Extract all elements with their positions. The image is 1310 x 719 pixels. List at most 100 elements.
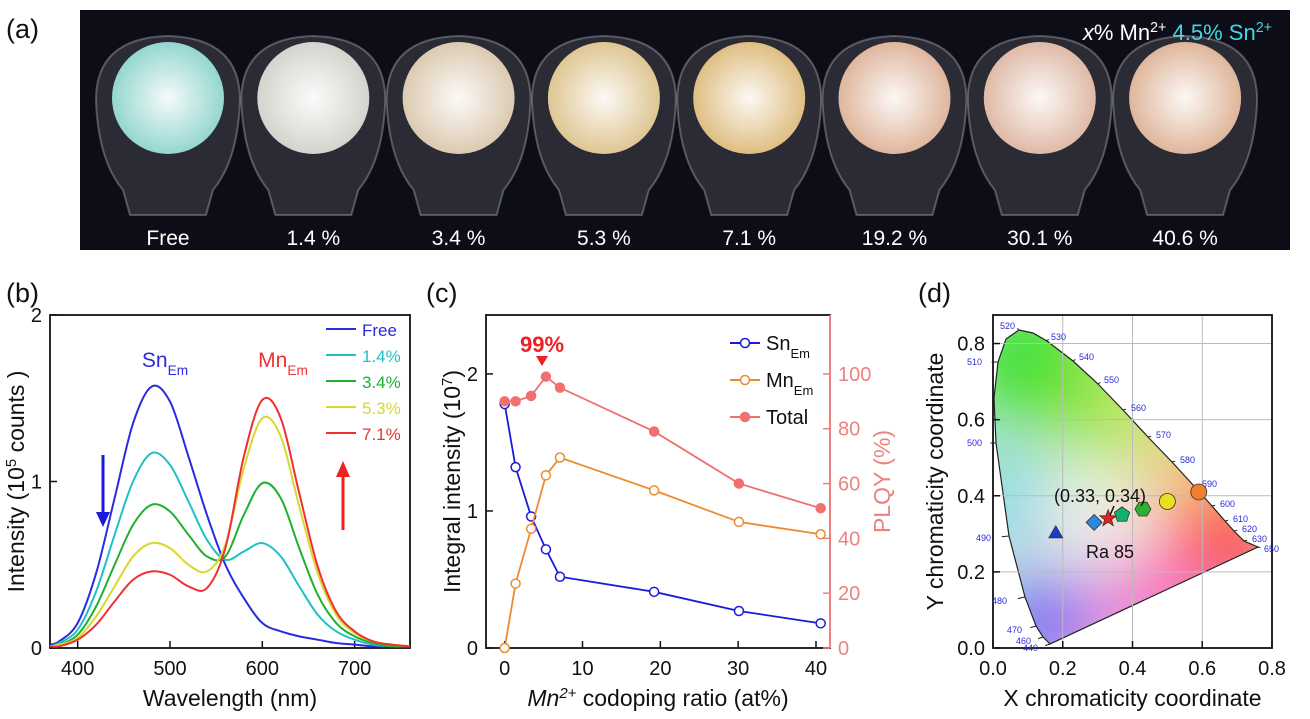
y2-tick-label: 60	[838, 474, 860, 496]
locus-tick	[1002, 536, 1009, 537]
locus-tick	[1244, 540, 1247, 541]
vial-label: 5.3 %	[577, 227, 631, 250]
annotation-part: Mn	[258, 349, 287, 372]
panel-label: (a)	[6, 14, 39, 44]
y-axis-title-part: counts )	[3, 371, 29, 459]
legend-label-part: Em	[794, 383, 814, 398]
up-arrow-head	[336, 461, 350, 477]
legend-label-part: 5.3%	[362, 399, 401, 418]
vial-glow	[112, 42, 224, 154]
locus-label: 610	[1233, 514, 1248, 524]
locus-tick	[1073, 359, 1075, 361]
locus-tick	[1225, 520, 1228, 521]
figure: (a)(b)(c)(d)x% Mn2+ 4.5% Sn2+Free1.4 %3.…	[0, 0, 1310, 719]
photo-header-part: 2+	[1150, 20, 1166, 36]
y2-tick-label: 80	[838, 419, 860, 441]
peak-marker	[536, 356, 548, 366]
vial-label: 1.4 %	[286, 227, 340, 250]
vial-label: 30.1 %	[1007, 227, 1072, 250]
y-axis-title-part: Y chromaticity coordinate	[922, 353, 948, 611]
y-tick-label: 1	[31, 472, 42, 494]
locus-label: 540	[1079, 352, 1094, 362]
locus-label: 550	[1104, 375, 1119, 385]
panel-label: (b)	[6, 278, 39, 308]
locus-label: 490	[976, 533, 991, 543]
x-axis-title: X chromaticity coordinate	[1003, 685, 1261, 711]
annotation-part: Ra 85	[1086, 542, 1134, 562]
x-axis-title-part: codoping ratio (at%)	[576, 685, 788, 711]
x-tick-label: 500	[153, 658, 186, 680]
data-point	[555, 572, 564, 581]
locus-label: 580	[1180, 455, 1195, 465]
legend-label-part: Total	[766, 407, 808, 429]
point	[1191, 484, 1207, 500]
vial-glow	[403, 42, 515, 154]
locus-label: 480	[992, 596, 1007, 606]
y2-tick-label: 40	[838, 528, 860, 550]
legend-label-part: Sn	[766, 333, 790, 355]
data-point	[650, 587, 659, 596]
annotation: (0.33, 0.34)	[1054, 486, 1146, 506]
legend-marker	[741, 339, 750, 348]
x-axis-title: Wavelength (nm)	[143, 685, 317, 711]
annotation-part: 99%	[520, 332, 564, 357]
locus-tick	[1098, 382, 1100, 384]
x-axis-title-part: 2+	[558, 685, 576, 702]
x-tick-label: 0.4	[1119, 658, 1147, 680]
locus-tick	[1017, 328, 1019, 330]
photo-header-part: 2+	[1256, 20, 1272, 36]
data-point	[816, 530, 825, 539]
locus-tick	[1123, 409, 1126, 410]
locus-tick	[1258, 547, 1260, 548]
data-point	[734, 607, 743, 616]
locus-tick	[1018, 597, 1025, 599]
x-tick-label: 0	[499, 658, 510, 680]
annotation-part: Em	[287, 363, 307, 378]
legend-label: 5.3%	[362, 399, 401, 418]
x-tick-label: 0.2	[1049, 658, 1077, 680]
legend-label-part: Free	[362, 321, 397, 340]
data-point	[511, 579, 520, 588]
vial-label: Free	[146, 227, 189, 250]
data-point	[511, 463, 520, 472]
annotation: SnEm	[142, 349, 188, 378]
y-tick-label: 0.4	[957, 486, 985, 508]
vial-glow	[548, 42, 660, 154]
vial-glow	[257, 42, 369, 154]
y-axis-title-part: Intensity (10	[3, 467, 29, 592]
data-point	[527, 391, 536, 400]
y-axis-title-part: )	[439, 370, 465, 378]
x-tick-label: 10	[571, 658, 593, 680]
vial-glow	[693, 42, 805, 154]
locus-label: 510	[967, 357, 982, 367]
vial-glow	[984, 42, 1096, 154]
x-tick-label: 400	[61, 658, 94, 680]
legend-marker	[741, 376, 750, 385]
locus-tick	[1038, 637, 1043, 639]
locus-label: 500	[967, 438, 982, 448]
y2-tick-label: 0	[838, 638, 849, 660]
vial-label: 3.4 %	[432, 227, 486, 250]
locus-tick	[1212, 505, 1215, 506]
vial-label: 40.6 %	[1152, 227, 1217, 250]
annotation-part: Sn	[142, 349, 168, 372]
annotation: MnEm	[258, 349, 308, 378]
legend-label-part: 1.4%	[362, 347, 401, 366]
y-tick-label: 0.0	[957, 638, 985, 660]
series-line	[505, 458, 821, 648]
y-axis-title: Intensity (105 counts )	[3, 371, 30, 593]
data-point	[511, 397, 520, 406]
data-point	[650, 486, 659, 495]
x-axis-title-part: X chromaticity coordinate	[1003, 685, 1261, 711]
legend-label-part: 3.4%	[362, 373, 401, 392]
locus-label: 650	[1264, 544, 1279, 554]
data-point	[816, 619, 825, 628]
legend-label: Total	[766, 407, 808, 429]
locus-label: 530	[1051, 332, 1066, 342]
point	[1159, 493, 1175, 509]
y-tick-label: 0.8	[957, 334, 985, 356]
y-tick-label: 0	[31, 638, 42, 660]
locus-tick	[1045, 644, 1050, 646]
y-tick-label: 2	[31, 305, 42, 327]
data-point	[555, 453, 564, 462]
